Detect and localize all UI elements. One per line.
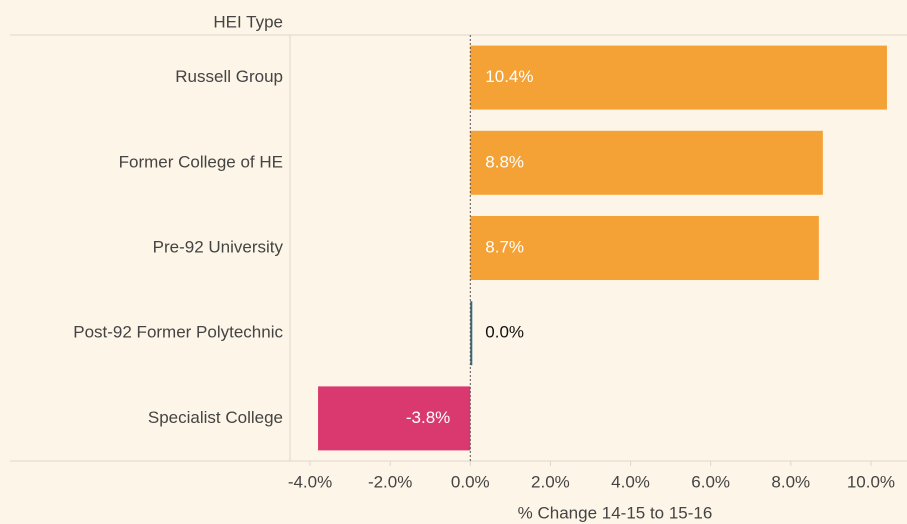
data-label: -3.8% [406,408,450,427]
x-tick-label: 10.0% [847,472,895,491]
bar [470,216,819,280]
x-tick-label: 4.0% [611,472,650,491]
x-tick-label: 0.0% [451,472,490,491]
data-label: 0.0% [485,323,524,342]
bar [470,130,823,195]
y-tick-label: Former College of HE [119,152,283,171]
x-tick-label: -4.0% [288,472,332,491]
x-tick-label: 8.0% [771,472,810,491]
data-label: 8.8% [485,152,524,171]
bar [470,45,887,110]
data-label: 10.4% [485,67,533,86]
x-tick-label: 2.0% [531,472,570,491]
y-tick-label: Post-92 Former Polytechnic [73,323,283,342]
y-tick-label: Russell Group [175,67,283,86]
x-axis-title: % Change 14-15 to 15-16 [518,503,713,522]
y-tick-label: Specialist College [148,408,283,427]
bar [470,301,473,366]
data-label: 8.7% [485,237,524,256]
x-tick-label: 6.0% [691,472,730,491]
y-tick-label: Pre-92 University [153,237,284,256]
bar [318,386,471,451]
x-tick-label: -2.0% [368,472,412,491]
y-axis-header: HEI Type [213,12,283,31]
